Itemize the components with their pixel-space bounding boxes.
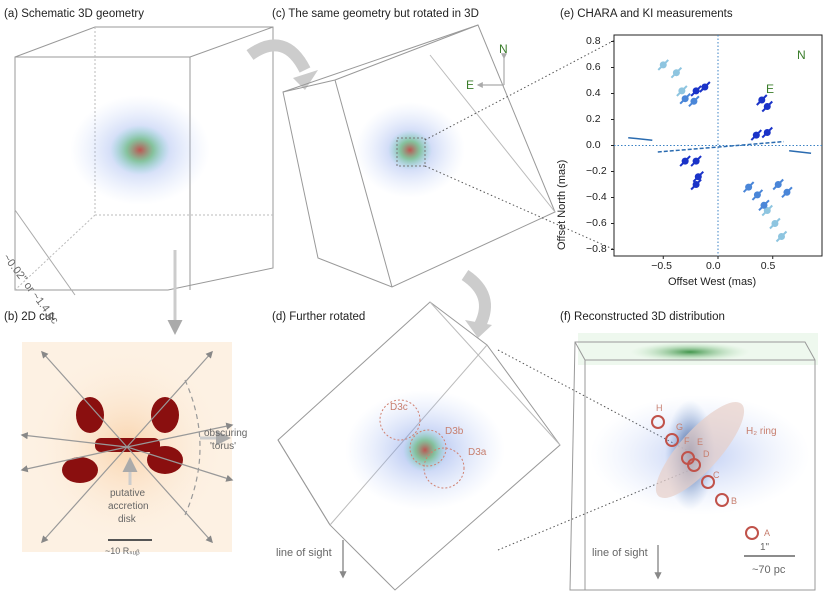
panel-c-title: (c) The same geometry but rotated in 3D xyxy=(272,8,479,20)
chart-e-ytick-label: −0.8 xyxy=(586,242,607,255)
cloud-label-f: F xyxy=(684,436,690,446)
chart-e-point xyxy=(690,97,698,105)
chart-e-point xyxy=(692,181,700,188)
chart-e-point xyxy=(763,103,771,110)
chart-e-ytick-label: 0.2 xyxy=(586,112,601,125)
chart-e-disk-line xyxy=(657,140,784,153)
chart-e-ytick-label: 0.0 xyxy=(586,138,601,151)
panel-e-title: (e) CHARA and KI measurements xyxy=(560,8,733,20)
chart-e-left-segment xyxy=(628,136,653,142)
chart-e-point xyxy=(659,61,667,69)
chart-e-point xyxy=(783,188,791,196)
cloud-label-a: A xyxy=(764,528,771,538)
chart-e-xtick-label: −0.5 xyxy=(651,260,672,272)
disk-label-3: disk xyxy=(118,514,136,525)
chart-e-point xyxy=(763,207,771,214)
chart-e-point xyxy=(681,95,689,103)
torus-label-1: obscuring xyxy=(204,428,248,439)
panel-c-north: N xyxy=(499,42,508,56)
chart-e-point xyxy=(681,157,689,165)
panel-d-title: (d) Further rotated xyxy=(272,311,366,323)
chart-e-point xyxy=(701,83,709,91)
panel-c-east: E xyxy=(466,78,475,92)
chart-e-ytick-label: −0.4 xyxy=(586,190,607,203)
panel-e-east: E xyxy=(766,82,775,96)
chart-e-point xyxy=(758,96,766,104)
chart-e-right-segment xyxy=(789,149,812,155)
cloud-label-d: D xyxy=(703,449,710,459)
h2-ring-label: H₂ ring xyxy=(746,426,777,437)
cloud-label-c: C xyxy=(713,470,720,480)
chart-e-point xyxy=(694,173,702,181)
chart-e-ytick-label: 0.4 xyxy=(586,86,601,99)
panel-a-title: (a) Schematic 3D geometry xyxy=(4,8,144,20)
chart-e-xtick-label: 0.0 xyxy=(706,260,721,272)
d3b-label: D3b xyxy=(445,426,464,437)
chart-e-ylabel: Offset North (mas) xyxy=(556,159,568,250)
panel-b-scalebar-label: ~10 Rₛᵤᵦ xyxy=(105,546,140,556)
torus-label-2: 'torus' xyxy=(210,441,237,452)
chart-e-point xyxy=(777,233,785,240)
chart-e-ytick-label: −0.6 xyxy=(586,216,607,229)
chart-e-point xyxy=(692,87,700,95)
chart-e-point xyxy=(752,131,760,139)
cloud-label-e: E xyxy=(697,437,704,447)
chart-e-point xyxy=(745,183,753,191)
panel-b-title: (b) 2D cut xyxy=(4,311,55,323)
chart-e-frame xyxy=(613,34,823,257)
chart-e-point xyxy=(678,87,686,95)
panel-f-scale-top: 1" xyxy=(760,542,770,553)
cloud-label-g: G xyxy=(676,422,684,432)
d3c-label: D3c xyxy=(390,402,408,413)
panel-d-line-of-sight: line of sight xyxy=(276,547,332,559)
chart-e-ytick-label: 0.6 xyxy=(586,60,601,73)
cloud-label-b: B xyxy=(731,496,738,506)
panel-b-xshape xyxy=(62,397,183,483)
chart-e-ytick-label: 0.8 xyxy=(586,34,601,47)
disk-label-2: accretion xyxy=(108,501,149,512)
panel-f-line-of-sight: line of sight xyxy=(592,547,648,559)
chart-e-xlabel: Offset West (mas) xyxy=(668,276,757,288)
d3a-label: D3a xyxy=(468,447,487,458)
chart-e-point xyxy=(692,157,700,165)
disk-label-1: putative xyxy=(110,488,146,499)
chart-e-point xyxy=(771,220,779,227)
chart-e-xtick-label: 0.5 xyxy=(760,260,776,272)
chart-e-point xyxy=(774,181,782,188)
cloud-label-h: H xyxy=(656,403,663,413)
chart-e-point xyxy=(760,201,768,209)
panel-e-north: N xyxy=(797,48,806,62)
chart-e-point xyxy=(763,129,771,136)
chart-e-point xyxy=(672,69,680,77)
chart-e-ytick-label: −0.2 xyxy=(586,164,607,177)
panel-f-scale-bottom: ~70 pc xyxy=(752,564,786,576)
panel-f-title: (f) Reconstructed 3D distribution xyxy=(560,311,725,323)
chart-e-point xyxy=(753,191,761,199)
panel-c-cube xyxy=(282,24,556,288)
